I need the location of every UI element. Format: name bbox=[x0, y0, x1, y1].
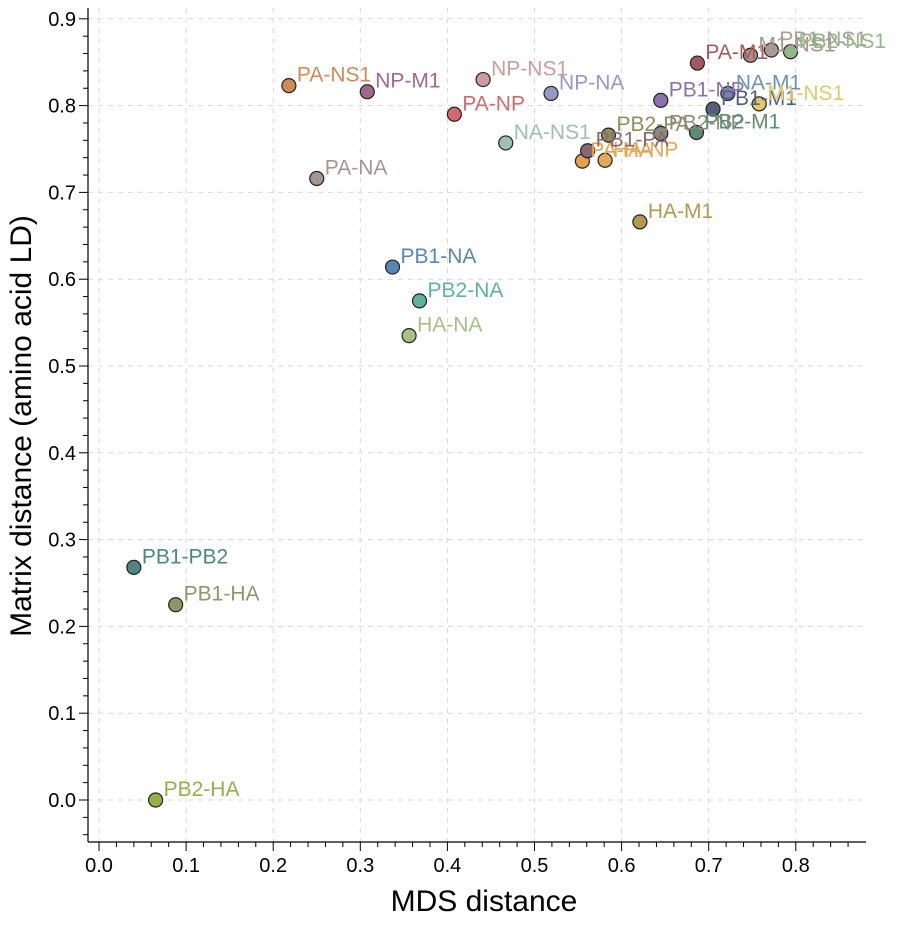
data-point bbox=[705, 101, 721, 117]
axes: 0.0 0.1 0.2 0.3 0.4 0.5 0.6 0.7 0.8 0.0 0.1 0.2 0.3 0… bbox=[48, 8, 866, 877]
y-tick-label: 0.2 bbox=[48, 616, 76, 638]
x-tick-label: 0.7 bbox=[695, 855, 723, 877]
data-point bbox=[168, 597, 184, 613]
data-points bbox=[126, 42, 799, 808]
data-point-label: HA-M1 bbox=[648, 200, 713, 223]
data-point-label: NA-NS1 bbox=[514, 121, 591, 144]
data-point-label: PB2-NP bbox=[669, 111, 745, 134]
data-point-label: PB1-M1 bbox=[721, 87, 797, 110]
data-point bbox=[782, 44, 799, 60]
y-tick-label: 0.3 bbox=[48, 530, 76, 552]
x-tick-label: 0.5 bbox=[521, 855, 549, 877]
x-tick-label: 0.3 bbox=[346, 855, 374, 877]
grid-lines bbox=[88, 8, 866, 842]
data-point-label: NA-M1 bbox=[736, 71, 801, 94]
x-tick-label: 0.4 bbox=[433, 855, 461, 877]
data-point-label: PA-NA bbox=[325, 157, 388, 180]
data-point-label: PB2-NS1 bbox=[799, 30, 887, 53]
point-labels: PB2-HA PB1-HA PB1-PB2 HA-NA PB2-NA PB1-NA PA-N… bbox=[142, 28, 886, 801]
x-tick-label: 0.8 bbox=[782, 855, 810, 877]
y-tick-label: 0.9 bbox=[48, 9, 76, 31]
data-point bbox=[446, 106, 462, 122]
data-point-label: HA-NP bbox=[613, 138, 678, 161]
x-tick-label: 0.6 bbox=[608, 855, 636, 877]
data-point bbox=[309, 170, 325, 187]
data-point bbox=[498, 135, 514, 151]
data-point-label: NP-NA bbox=[559, 71, 624, 94]
data-point-label: PB1-NS1 bbox=[779, 28, 867, 51]
data-point-label: PB2-HA bbox=[164, 778, 240, 801]
data-point bbox=[688, 124, 705, 141]
y-tick-label: 0.1 bbox=[48, 703, 76, 725]
y-tick-label: 0.8 bbox=[48, 96, 76, 118]
data-point-label: PB1-PA bbox=[596, 129, 669, 152]
data-point bbox=[597, 152, 613, 168]
data-point bbox=[411, 293, 428, 309]
data-point-label: NP-M1 bbox=[375, 70, 440, 93]
y-axis-title: Matrix distance (amino acid LD) bbox=[5, 215, 38, 637]
x-tick-label: 0.0 bbox=[85, 855, 113, 877]
data-point bbox=[148, 792, 164, 808]
data-point-label: PB2-NA bbox=[428, 279, 504, 302]
data-point-label: PA-M1 bbox=[705, 41, 768, 64]
data-point bbox=[580, 143, 596, 159]
data-point-label: PA-NP bbox=[462, 92, 525, 115]
data-point-label: M1-NS1 bbox=[759, 33, 836, 56]
data-point bbox=[653, 125, 669, 141]
x-tick-label: 0.2 bbox=[259, 855, 287, 877]
data-point bbox=[763, 42, 780, 58]
data-point-label: PB2-PA bbox=[617, 113, 690, 136]
x-tick-label: 0.1 bbox=[172, 855, 200, 877]
data-point bbox=[600, 127, 617, 143]
data-point bbox=[126, 559, 142, 575]
data-point bbox=[632, 214, 648, 230]
x-axis-title: MDS distance bbox=[391, 885, 578, 918]
data-point bbox=[543, 85, 559, 102]
data-point bbox=[751, 96, 767, 112]
data-point-label: NP-NS1 bbox=[491, 58, 568, 81]
data-point bbox=[475, 71, 491, 88]
data-point-label: PA-NS1 bbox=[297, 64, 371, 87]
data-point-label: M1-NS1 bbox=[767, 82, 844, 105]
data-point-label: PB1-HA bbox=[184, 583, 260, 606]
data-point bbox=[742, 47, 759, 63]
data-point bbox=[359, 84, 375, 100]
data-point bbox=[401, 328, 417, 344]
data-point-label: PB1-NP bbox=[669, 78, 745, 101]
data-point bbox=[689, 55, 705, 71]
data-point bbox=[384, 259, 401, 275]
y-tick-label: 0.4 bbox=[48, 443, 76, 465]
data-point bbox=[720, 85, 736, 102]
y-tick-label: 0.5 bbox=[48, 356, 76, 378]
data-point bbox=[281, 78, 297, 94]
y-tick-label: 0.6 bbox=[48, 269, 76, 291]
data-point-label: PB2-M1 bbox=[705, 111, 781, 134]
y-tick-label: 0.7 bbox=[48, 182, 76, 204]
data-point-label: HA-NA bbox=[417, 314, 482, 337]
data-point bbox=[653, 92, 669, 108]
data-point-label: PA-HA bbox=[590, 139, 653, 162]
data-point-label: PB1-NA bbox=[401, 245, 477, 268]
y-tick-label: 0.0 bbox=[48, 790, 76, 812]
data-point-label: PB1-PB2 bbox=[142, 545, 228, 568]
